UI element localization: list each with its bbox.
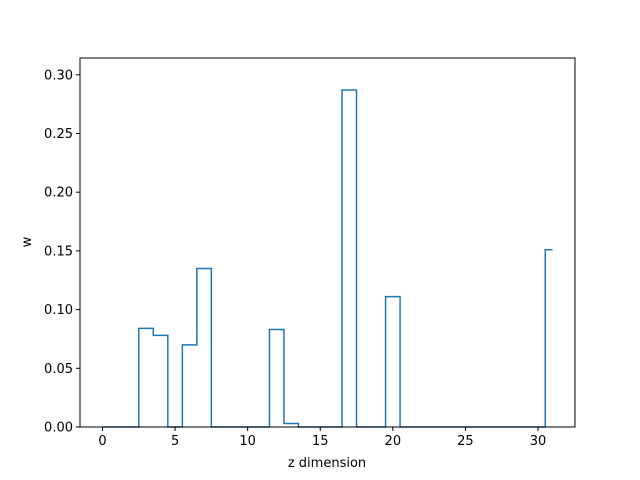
y-tick-label: 0.30 [44,68,73,83]
y-tick-label: 0.25 [44,127,73,142]
x-tick-label: 0 [98,434,106,449]
x-tick-label: 20 [385,434,402,449]
y-tick-label: 0.10 [44,303,73,318]
x-tick-label: 15 [312,434,329,449]
x-axis-ticks: 0 5 10 15 20 25 30 [98,427,546,449]
y-axis-label: w [20,236,35,247]
x-tick-label: 10 [239,434,256,449]
x-tick-label: 25 [457,434,474,449]
y-tick-label: 0.15 [44,244,73,259]
axes-frame [79,57,576,428]
x-axis-label: z dimension [288,456,366,471]
y-tick-label: 0.20 [44,186,73,201]
x-tick-label: 30 [530,434,547,449]
x-tick-label: 5 [171,434,179,449]
y-axis-ticks: 0.00 0.05 0.10 0.15 0.20 0.25 0.30 [44,68,80,436]
y-tick-label: 0.00 [44,421,73,436]
y-tick-label: 0.05 [44,362,73,377]
